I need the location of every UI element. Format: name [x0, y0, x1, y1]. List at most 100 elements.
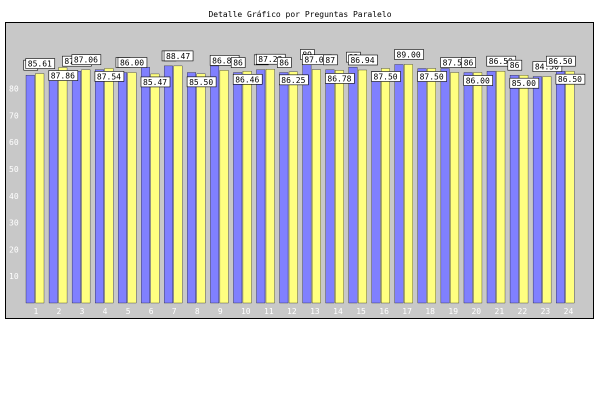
data-label-box: [48, 70, 79, 81]
x-tick-label: 24: [564, 307, 574, 316]
data-label: 86.46: [235, 75, 259, 84]
data-label-box: [507, 59, 523, 71]
bar: [404, 64, 413, 304]
bar: [542, 76, 552, 304]
data-label: 87.05: [304, 56, 328, 65]
x-tick-label: 16: [379, 307, 389, 316]
data-label-box: [325, 73, 355, 84]
y-tick-label: 40: [9, 192, 19, 201]
data-label-box: [371, 71, 401, 82]
data-label: 86: [510, 61, 520, 70]
bar: [173, 65, 183, 304]
data-label: 86.50: [558, 75, 582, 84]
x-tick-label: 15: [356, 307, 366, 316]
bar: [358, 69, 367, 304]
data-label-box: [25, 58, 56, 69]
bar: [440, 68, 450, 304]
data-label: 85.61: [28, 60, 52, 69]
data-label: 85.47: [143, 78, 167, 87]
bar: [556, 71, 565, 304]
data-label-box: [163, 50, 194, 62]
data-label: 86: [279, 59, 289, 68]
bar: [71, 71, 81, 304]
data-label-box: [546, 55, 576, 67]
bar: [164, 65, 173, 304]
data-label-box: [232, 73, 263, 85]
data-label: 87.50: [374, 73, 398, 82]
bar: [141, 67, 150, 304]
x-tick-label: 1: [34, 307, 39, 316]
bar: [381, 68, 390, 304]
data-label: 84.50: [535, 63, 559, 72]
chart-title: Detalle Gráfico por Preguntas Paralelo: [208, 10, 392, 19]
bar: [325, 69, 335, 304]
x-tick-label: 3: [80, 307, 85, 316]
x-tick-label: 18: [425, 307, 435, 316]
bar: [463, 72, 473, 304]
x-tick-label: 19: [448, 307, 458, 316]
bar: [519, 75, 529, 304]
bar: [256, 69, 266, 304]
data-label-box: [117, 57, 148, 68]
y-tick-label: 20: [9, 245, 19, 254]
data-label: 87.50: [443, 59, 467, 68]
y-tick-label: 50: [9, 165, 19, 174]
bar: [532, 76, 542, 304]
y-tick-label: 60: [9, 138, 19, 147]
bar: [509, 75, 519, 304]
x-tick-label: 22: [518, 307, 528, 316]
x-tick-label: 10: [241, 307, 251, 316]
data-label-box: [186, 76, 217, 88]
bar: [348, 67, 358, 304]
bar: [35, 73, 45, 304]
x-tick-label: 11: [264, 307, 274, 316]
bar: [210, 65, 220, 304]
bar: [48, 73, 58, 304]
data-label: 88.47: [166, 52, 190, 61]
x-tick-label: 20: [471, 307, 481, 316]
data-label-box: [276, 57, 292, 68]
data-label: 87.86: [51, 72, 75, 81]
bar: [311, 69, 321, 304]
data-label: 87.50: [420, 73, 444, 82]
y-tick-label: 30: [9, 219, 19, 228]
bar: [302, 64, 312, 304]
data-label-box: [140, 76, 171, 88]
bar: [81, 69, 91, 304]
data-label: 86.00: [120, 59, 144, 68]
data-label: 85.00: [512, 79, 536, 88]
data-label: 87.54: [97, 72, 121, 81]
data-label-box: [278, 74, 309, 86]
x-tick-label: 4: [103, 307, 108, 316]
bar: [150, 73, 160, 304]
bar: [95, 69, 104, 304]
data-label: 86.00: [466, 77, 490, 86]
x-tick-label: 6: [149, 307, 154, 316]
data-label-box: [463, 75, 494, 86]
data-label-box: [461, 57, 477, 68]
data-label: 86.50: [489, 57, 513, 66]
bar: [334, 70, 344, 304]
data-label-box: [230, 57, 246, 68]
data-label-box: [417, 71, 447, 82]
data-label-box: [71, 54, 102, 65]
x-tick-label: 2: [57, 307, 62, 316]
data-label: 86.80: [212, 56, 236, 65]
bar: [242, 71, 252, 304]
bar: [25, 75, 35, 304]
data-label: 85.50: [189, 78, 213, 87]
bar: [58, 67, 68, 304]
x-tick-label: 7: [172, 307, 177, 316]
x-tick-label: 13: [310, 307, 320, 316]
x-tick-label: 21: [495, 307, 505, 316]
bar: [288, 71, 298, 304]
data-label-box: [323, 54, 338, 66]
data-label-box: [555, 73, 586, 85]
y-tick-label: 10: [9, 272, 19, 281]
bar: [394, 64, 404, 304]
y-tick-label: 80: [9, 85, 19, 94]
x-tick-label: 14: [333, 307, 343, 316]
x-tick-label: 5: [126, 307, 131, 316]
